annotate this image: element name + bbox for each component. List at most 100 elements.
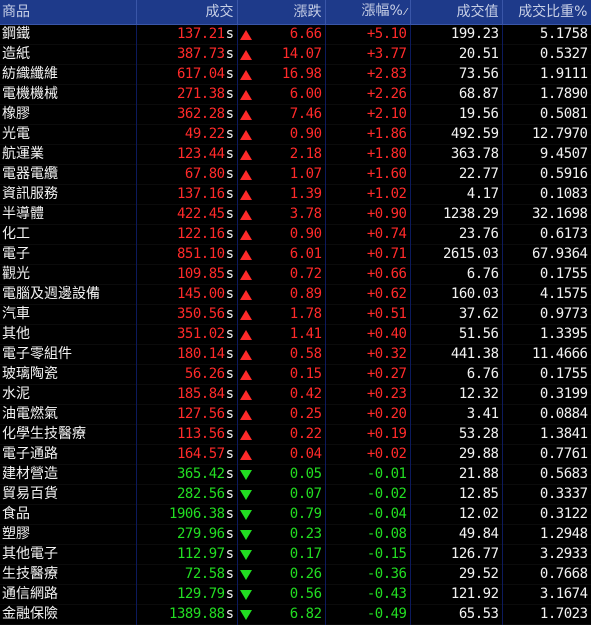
- table-row[interactable]: 通信網路 129.79s 0.56 -0.43 121.92 3.1674: [0, 584, 591, 605]
- sector-name[interactable]: 玻璃陶瓷: [0, 364, 137, 385]
- sector-name[interactable]: 電器電纜: [0, 164, 137, 185]
- sector-name[interactable]: 半導體: [0, 204, 137, 225]
- table-row[interactable]: 建材營造 365.42s 0.05 -0.01 21.88 0.5683: [0, 464, 591, 485]
- table-row[interactable]: 觀光 109.85s 0.72 +0.66 6.76 0.1755: [0, 264, 591, 285]
- sector-name[interactable]: 造紙: [0, 44, 137, 65]
- trade-ratio: 0.5327: [502, 44, 591, 65]
- sector-name[interactable]: 資訊服務: [0, 184, 137, 205]
- trade-value: 53.28: [410, 424, 503, 445]
- sector-name[interactable]: 電機機械: [0, 84, 137, 105]
- sort-descending-icon[interactable]: ⁄: [404, 7, 407, 18]
- table-row[interactable]: 金融保險 1389.88s 6.82 -0.49 65.53 1.7023: [0, 604, 591, 625]
- change-cell: 0.42: [237, 384, 326, 405]
- table-row[interactable]: 食品 1906.38s 0.79 -0.04 12.02 0.3122: [0, 504, 591, 525]
- sector-name[interactable]: 紡織纖維: [0, 64, 137, 85]
- table-row[interactable]: 電子零組件 180.14s 0.58 +0.32 441.38 11.4666: [0, 344, 591, 365]
- sector-name[interactable]: 通信網路: [0, 584, 137, 605]
- pct-change-value: -0.02: [325, 484, 411, 505]
- change-cell: 6.82: [237, 604, 326, 625]
- table-row[interactable]: 貿易百貨 282.56s 0.07 -0.02 12.85 0.3337: [0, 484, 591, 505]
- sector-name[interactable]: 金融保險: [0, 604, 137, 625]
- sector-name[interactable]: 其他電子: [0, 544, 137, 565]
- column-header-name[interactable]: 商品: [0, 0, 137, 25]
- column-header-price[interactable]: 成交: [136, 0, 238, 25]
- sector-name[interactable]: 油電燃氣: [0, 404, 137, 425]
- column-header-change[interactable]: 漲跌: [237, 0, 326, 25]
- table-row[interactable]: 玻璃陶瓷 56.26s 0.15 +0.27 6.76 0.1755: [0, 364, 591, 385]
- sector-name[interactable]: 橡膠: [0, 104, 137, 125]
- table-row[interactable]: 汽車 350.56s 1.78 +0.51 37.62 0.9773: [0, 304, 591, 325]
- trade-value: 19.56: [410, 104, 503, 125]
- triangle-up-icon: [239, 149, 252, 160]
- price-cell: 180.14s: [136, 344, 238, 365]
- pct-change-value: +0.02: [325, 444, 411, 465]
- price-unit: s: [225, 306, 234, 322]
- price-unit: s: [225, 126, 234, 142]
- sector-name[interactable]: 貿易百貨: [0, 484, 137, 505]
- triangle-up-icon: [239, 349, 252, 360]
- table-row[interactable]: 化學生技醫療 113.56s 0.22 +0.19 53.28 1.3841: [0, 424, 591, 445]
- trade-value: 12.32: [410, 384, 503, 405]
- sector-name[interactable]: 水泥: [0, 384, 137, 405]
- sector-name[interactable]: 光電: [0, 124, 137, 145]
- pct-change-value: -0.04: [325, 504, 411, 525]
- table-row[interactable]: 橡膠 362.28s 7.46 +2.10 19.56 0.5081: [0, 104, 591, 125]
- table-row[interactable]: 半導體 422.45s 3.78 +0.90 1238.29 32.1698: [0, 204, 591, 225]
- table-row[interactable]: 電子 851.10s 6.01 +0.71 2615.03 67.9364: [0, 244, 591, 265]
- table-row[interactable]: 生技醫療 72.58s 0.26 -0.36 29.52 0.7668: [0, 564, 591, 585]
- table-row[interactable]: 鋼鐵 137.21s 6.66 +5.10 199.23 5.1758: [0, 24, 591, 45]
- table-row[interactable]: 造紙 387.73s 14.07 +3.77 20.51 0.5327: [0, 44, 591, 65]
- sector-name[interactable]: 化學生技醫療: [0, 424, 137, 445]
- sector-name[interactable]: 電子: [0, 244, 137, 265]
- table-row[interactable]: 化工 122.16s 0.90 +0.74 23.76 0.6173: [0, 224, 591, 245]
- price-cell: 129.79s: [136, 584, 238, 605]
- change-value: 0.89: [289, 286, 322, 302]
- triangle-up-icon: [239, 309, 252, 320]
- sector-name[interactable]: 生技醫療: [0, 564, 137, 585]
- sector-name[interactable]: 電子通路: [0, 444, 137, 465]
- change-cell: 0.72: [237, 264, 326, 285]
- column-header-pct[interactable]: 漲幅% ⁄: [325, 0, 411, 25]
- table-row[interactable]: 其他電子 112.97s 0.17 -0.15 126.77 3.2933: [0, 544, 591, 565]
- trade-value: 12.85: [410, 484, 503, 505]
- sector-name[interactable]: 電腦及週邊設備: [0, 284, 137, 305]
- sector-name[interactable]: 電子零組件: [0, 344, 137, 365]
- sector-name[interactable]: 航運業: [0, 144, 137, 165]
- sector-name[interactable]: 建材營造: [0, 464, 137, 485]
- table-row[interactable]: 光電 49.22s 0.90 +1.86 492.59 12.7970: [0, 124, 591, 145]
- table-row[interactable]: 水泥 185.84s 0.42 +0.23 12.32 0.3199: [0, 384, 591, 405]
- change-value: 0.72: [289, 266, 322, 282]
- table-row[interactable]: 電腦及週邊設備 145.00s 0.89 +0.62 160.03 4.1575: [0, 284, 591, 305]
- sector-name[interactable]: 化工: [0, 224, 137, 245]
- table-row[interactable]: 電子通路 164.57s 0.04 +0.02 29.88 0.7761: [0, 444, 591, 465]
- sector-name[interactable]: 鋼鐵: [0, 24, 137, 45]
- sector-name[interactable]: 汽車: [0, 304, 137, 325]
- change-value: 1.39: [289, 186, 322, 202]
- change-value: 0.15: [289, 366, 322, 382]
- price-value: 137.21: [176, 26, 225, 42]
- column-header-ratio[interactable]: 成交比重%: [502, 0, 591, 25]
- triangle-down-icon: [239, 469, 252, 480]
- sector-name[interactable]: 塑膠: [0, 524, 137, 545]
- change-cell: 6.01: [237, 244, 326, 265]
- change-cell: 1.78: [237, 304, 326, 325]
- change-cell: 0.25: [237, 404, 326, 425]
- table-row[interactable]: 塑膠 279.96s 0.23 -0.08 49.84 1.2948: [0, 524, 591, 545]
- trade-value: 4.17: [410, 184, 503, 205]
- change-value: 0.05: [289, 466, 322, 482]
- sector-name[interactable]: 觀光: [0, 264, 137, 285]
- table-row[interactable]: 電器電纜 67.80s 1.07 +1.60 22.77 0.5916: [0, 164, 591, 185]
- price-value: 387.73: [176, 46, 225, 62]
- table-row[interactable]: 航運業 123.44s 2.18 +1.80 363.78 9.4507: [0, 144, 591, 165]
- table-row[interactable]: 其他 351.02s 1.41 +0.40 51.56 1.3395: [0, 324, 591, 345]
- sector-name[interactable]: 其他: [0, 324, 137, 345]
- table-row[interactable]: 電機機械 271.38s 6.00 +2.26 68.87 1.7890: [0, 84, 591, 105]
- table-row[interactable]: 資訊服務 137.16s 1.39 +1.02 4.17 0.1083: [0, 184, 591, 205]
- trade-value: 29.52: [410, 564, 503, 585]
- price-value: 109.85: [176, 266, 225, 282]
- trade-ratio: 1.7023: [502, 604, 591, 625]
- table-row[interactable]: 紡織纖維 617.04s 16.98 +2.83 73.56 1.9111: [0, 64, 591, 85]
- table-row[interactable]: 油電燃氣 127.56s 0.25 +0.20 3.41 0.0884: [0, 404, 591, 425]
- sector-name[interactable]: 食品: [0, 504, 137, 525]
- column-header-value[interactable]: 成交值: [410, 0, 503, 25]
